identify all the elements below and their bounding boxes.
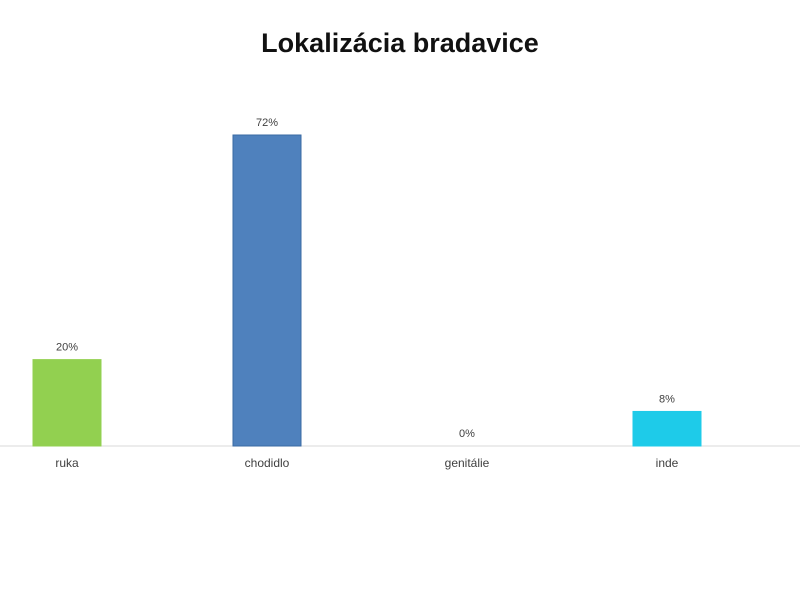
bar-0 (32, 359, 102, 447)
category-label-3: inde (656, 456, 679, 470)
data-label-1: 72% (256, 117, 278, 129)
category-label-0: ruka (55, 456, 79, 470)
data-label-3: 8% (659, 393, 675, 405)
chart-title: Lokalizácia bradavice (261, 28, 539, 58)
bar-3 (632, 410, 702, 447)
category-label-2: genitálie (445, 456, 490, 470)
category-label-1: chodidlo (245, 456, 290, 470)
data-label-2: 0% (459, 428, 475, 440)
bar-1 (232, 134, 302, 447)
data-label-0: 20% (56, 342, 78, 354)
